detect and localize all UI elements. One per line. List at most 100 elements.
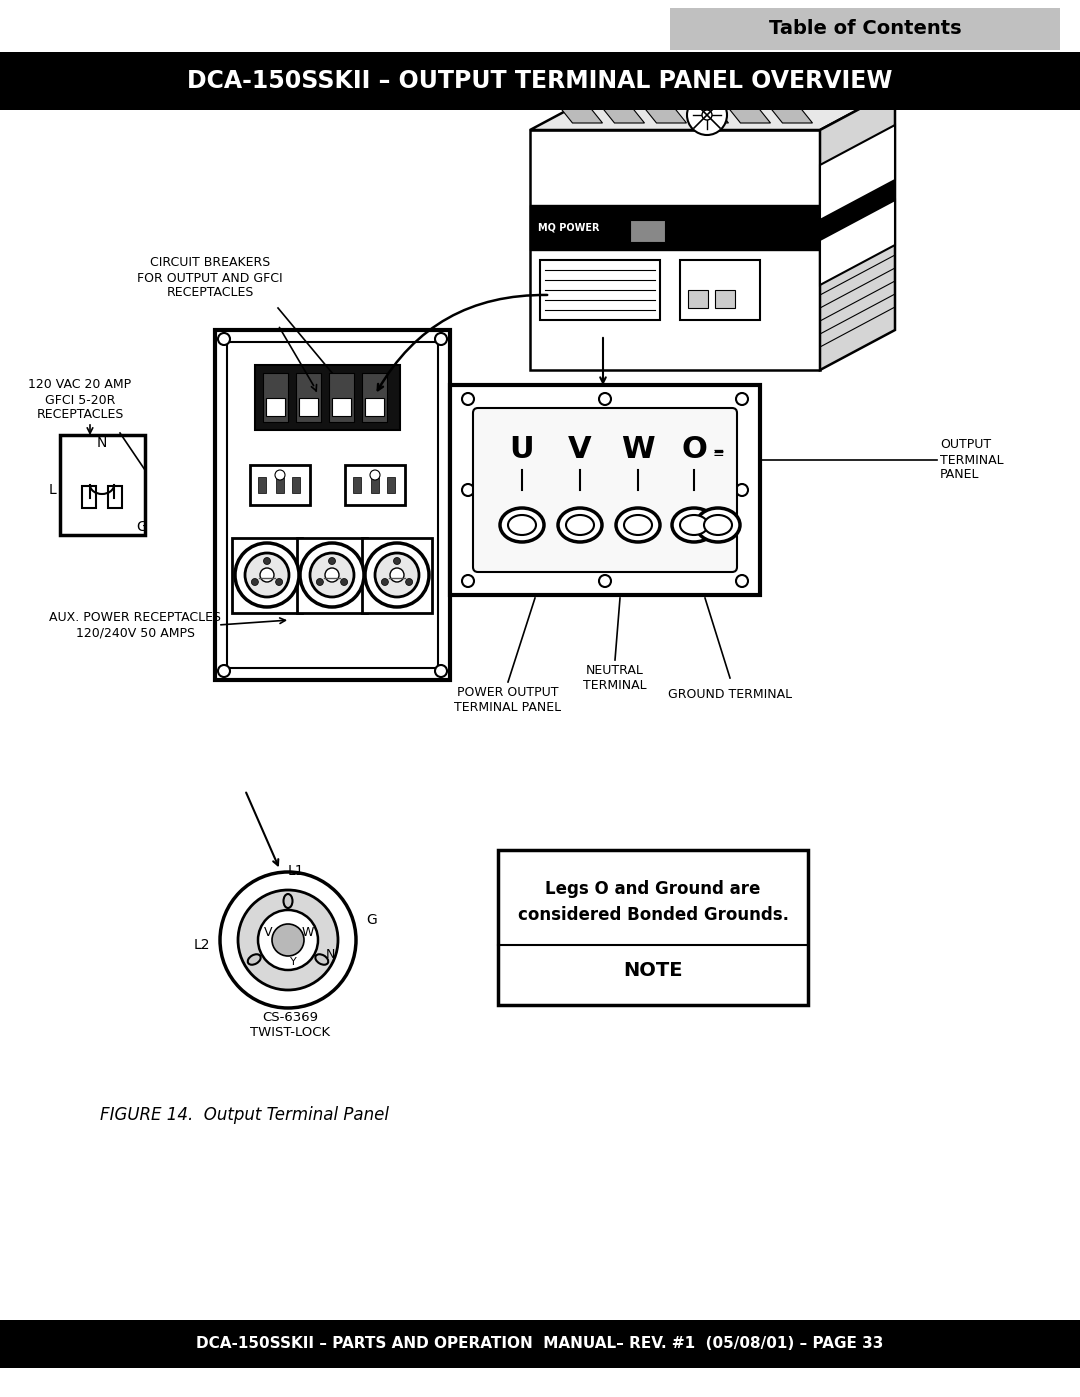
Text: NOTE: NOTE [623, 961, 683, 979]
Bar [0, 1320, 1080, 1368]
Text: L: L [49, 483, 56, 497]
Polygon shape [820, 200, 895, 285]
Bar [60, 434, 145, 535]
Bar [258, 476, 266, 493]
Bar [232, 538, 302, 613]
Circle shape [462, 393, 474, 405]
Ellipse shape [283, 894, 293, 908]
Circle shape [252, 578, 258, 585]
Polygon shape [820, 89, 895, 370]
Circle shape [300, 543, 364, 608]
Polygon shape [820, 124, 895, 219]
Text: MQ POWER: MQ POWER [538, 222, 599, 232]
Text: L1: L1 [287, 863, 305, 877]
Polygon shape [718, 95, 770, 123]
Circle shape [325, 569, 339, 583]
Bar [387, 476, 395, 493]
Text: _: _ [714, 434, 723, 453]
Circle shape [365, 543, 429, 608]
Text: Legs O and Ground are
considered Bonded Grounds.: Legs O and Ground are considered Bonded … [517, 880, 788, 923]
Bar [227, 342, 438, 668]
Circle shape [435, 665, 447, 678]
Circle shape [381, 578, 389, 585]
Text: AUX. POWER RECEPTACLES
120/240V 50 AMPS: AUX. POWER RECEPTACLES 120/240V 50 AMPS [49, 610, 221, 638]
Bar [498, 849, 808, 1004]
Circle shape [370, 469, 380, 481]
Bar [332, 398, 351, 416]
Bar [372, 476, 379, 493]
Circle shape [340, 578, 348, 585]
Circle shape [272, 923, 303, 956]
FancyBboxPatch shape [473, 408, 737, 571]
Circle shape [406, 578, 413, 585]
Text: FIGURE 14.  Output Terminal Panel: FIGURE 14. Output Terminal Panel [100, 1106, 389, 1125]
Circle shape [328, 557, 336, 564]
Ellipse shape [247, 954, 260, 965]
Circle shape [735, 576, 748, 587]
Circle shape [316, 578, 323, 585]
Text: POWER OUTPUT
TERMINAL PANEL: POWER OUTPUT TERMINAL PANEL [455, 686, 562, 714]
Ellipse shape [508, 515, 536, 535]
Ellipse shape [558, 509, 602, 542]
Bar [329, 373, 354, 422]
Bar [362, 538, 432, 613]
Circle shape [258, 909, 318, 970]
Bar [276, 476, 284, 493]
Circle shape [275, 469, 285, 481]
Bar [688, 291, 708, 307]
Text: L2: L2 [193, 937, 210, 951]
Ellipse shape [696, 509, 740, 542]
Bar [680, 260, 760, 320]
Text: CS-6369
TWIST-LOCK: CS-6369 TWIST-LOCK [249, 1011, 330, 1039]
Text: W: W [301, 925, 314, 939]
Text: G: G [137, 520, 147, 534]
Ellipse shape [616, 509, 660, 542]
Polygon shape [530, 130, 820, 370]
Circle shape [218, 665, 230, 678]
Bar [540, 260, 660, 320]
Bar [266, 398, 285, 416]
Bar [299, 398, 318, 416]
Bar [670, 8, 1059, 50]
Bar [450, 386, 760, 595]
Ellipse shape [566, 515, 594, 535]
Bar [296, 373, 321, 422]
Text: G: G [366, 914, 377, 928]
Bar [264, 373, 288, 422]
Polygon shape [634, 95, 687, 123]
Text: CIRCUIT BREAKERS
FOR OUTPUT AND GFCI
RECEPTACLES: CIRCUIT BREAKERS FOR OUTPUT AND GFCI REC… [137, 257, 283, 299]
Bar [362, 373, 387, 422]
Ellipse shape [672, 509, 716, 542]
Bar [630, 219, 665, 242]
Circle shape [245, 553, 289, 597]
Bar [292, 476, 300, 493]
Ellipse shape [624, 515, 652, 535]
Text: GROUND TERMINAL: GROUND TERMINAL [667, 689, 792, 701]
Bar [108, 486, 122, 509]
Circle shape [393, 557, 401, 564]
Text: N: N [325, 949, 335, 961]
Text: DCA-150SSKII – OUTPUT TERMINAL PANEL OVERVIEW: DCA-150SSKII – OUTPUT TERMINAL PANEL OVE… [187, 68, 893, 94]
Polygon shape [530, 89, 895, 130]
Text: Table of Contents: Table of Contents [769, 20, 961, 39]
Text: 120 VAC 20 AMP
GFCI 5-20R
RECEPTACLES: 120 VAC 20 AMP GFCI 5-20R RECEPTACLES [28, 379, 132, 422]
Circle shape [375, 553, 419, 597]
Circle shape [390, 569, 404, 583]
Circle shape [220, 872, 356, 1009]
Text: V: V [264, 925, 272, 939]
Circle shape [235, 543, 299, 608]
Text: DCA-150SSKII – PARTS AND OPERATION  MANUAL– REV. #1  (05/08/01) – PAGE 33: DCA-150SSKII – PARTS AND OPERATION MANUA… [197, 1337, 883, 1351]
Text: U: U [510, 436, 535, 464]
Bar [530, 205, 820, 250]
Circle shape [702, 110, 712, 120]
Bar [0, 52, 1080, 110]
Ellipse shape [315, 954, 328, 965]
Text: V: V [568, 436, 592, 464]
Circle shape [264, 557, 270, 564]
Circle shape [238, 890, 338, 990]
Bar [297, 538, 367, 613]
Bar [82, 486, 96, 509]
Bar [365, 398, 384, 416]
Text: NEUTRAL
TERMINAL: NEUTRAL TERMINAL [583, 664, 647, 692]
Text: OUTPUT
TERMINAL
PANEL: OUTPUT TERMINAL PANEL [940, 439, 1003, 482]
